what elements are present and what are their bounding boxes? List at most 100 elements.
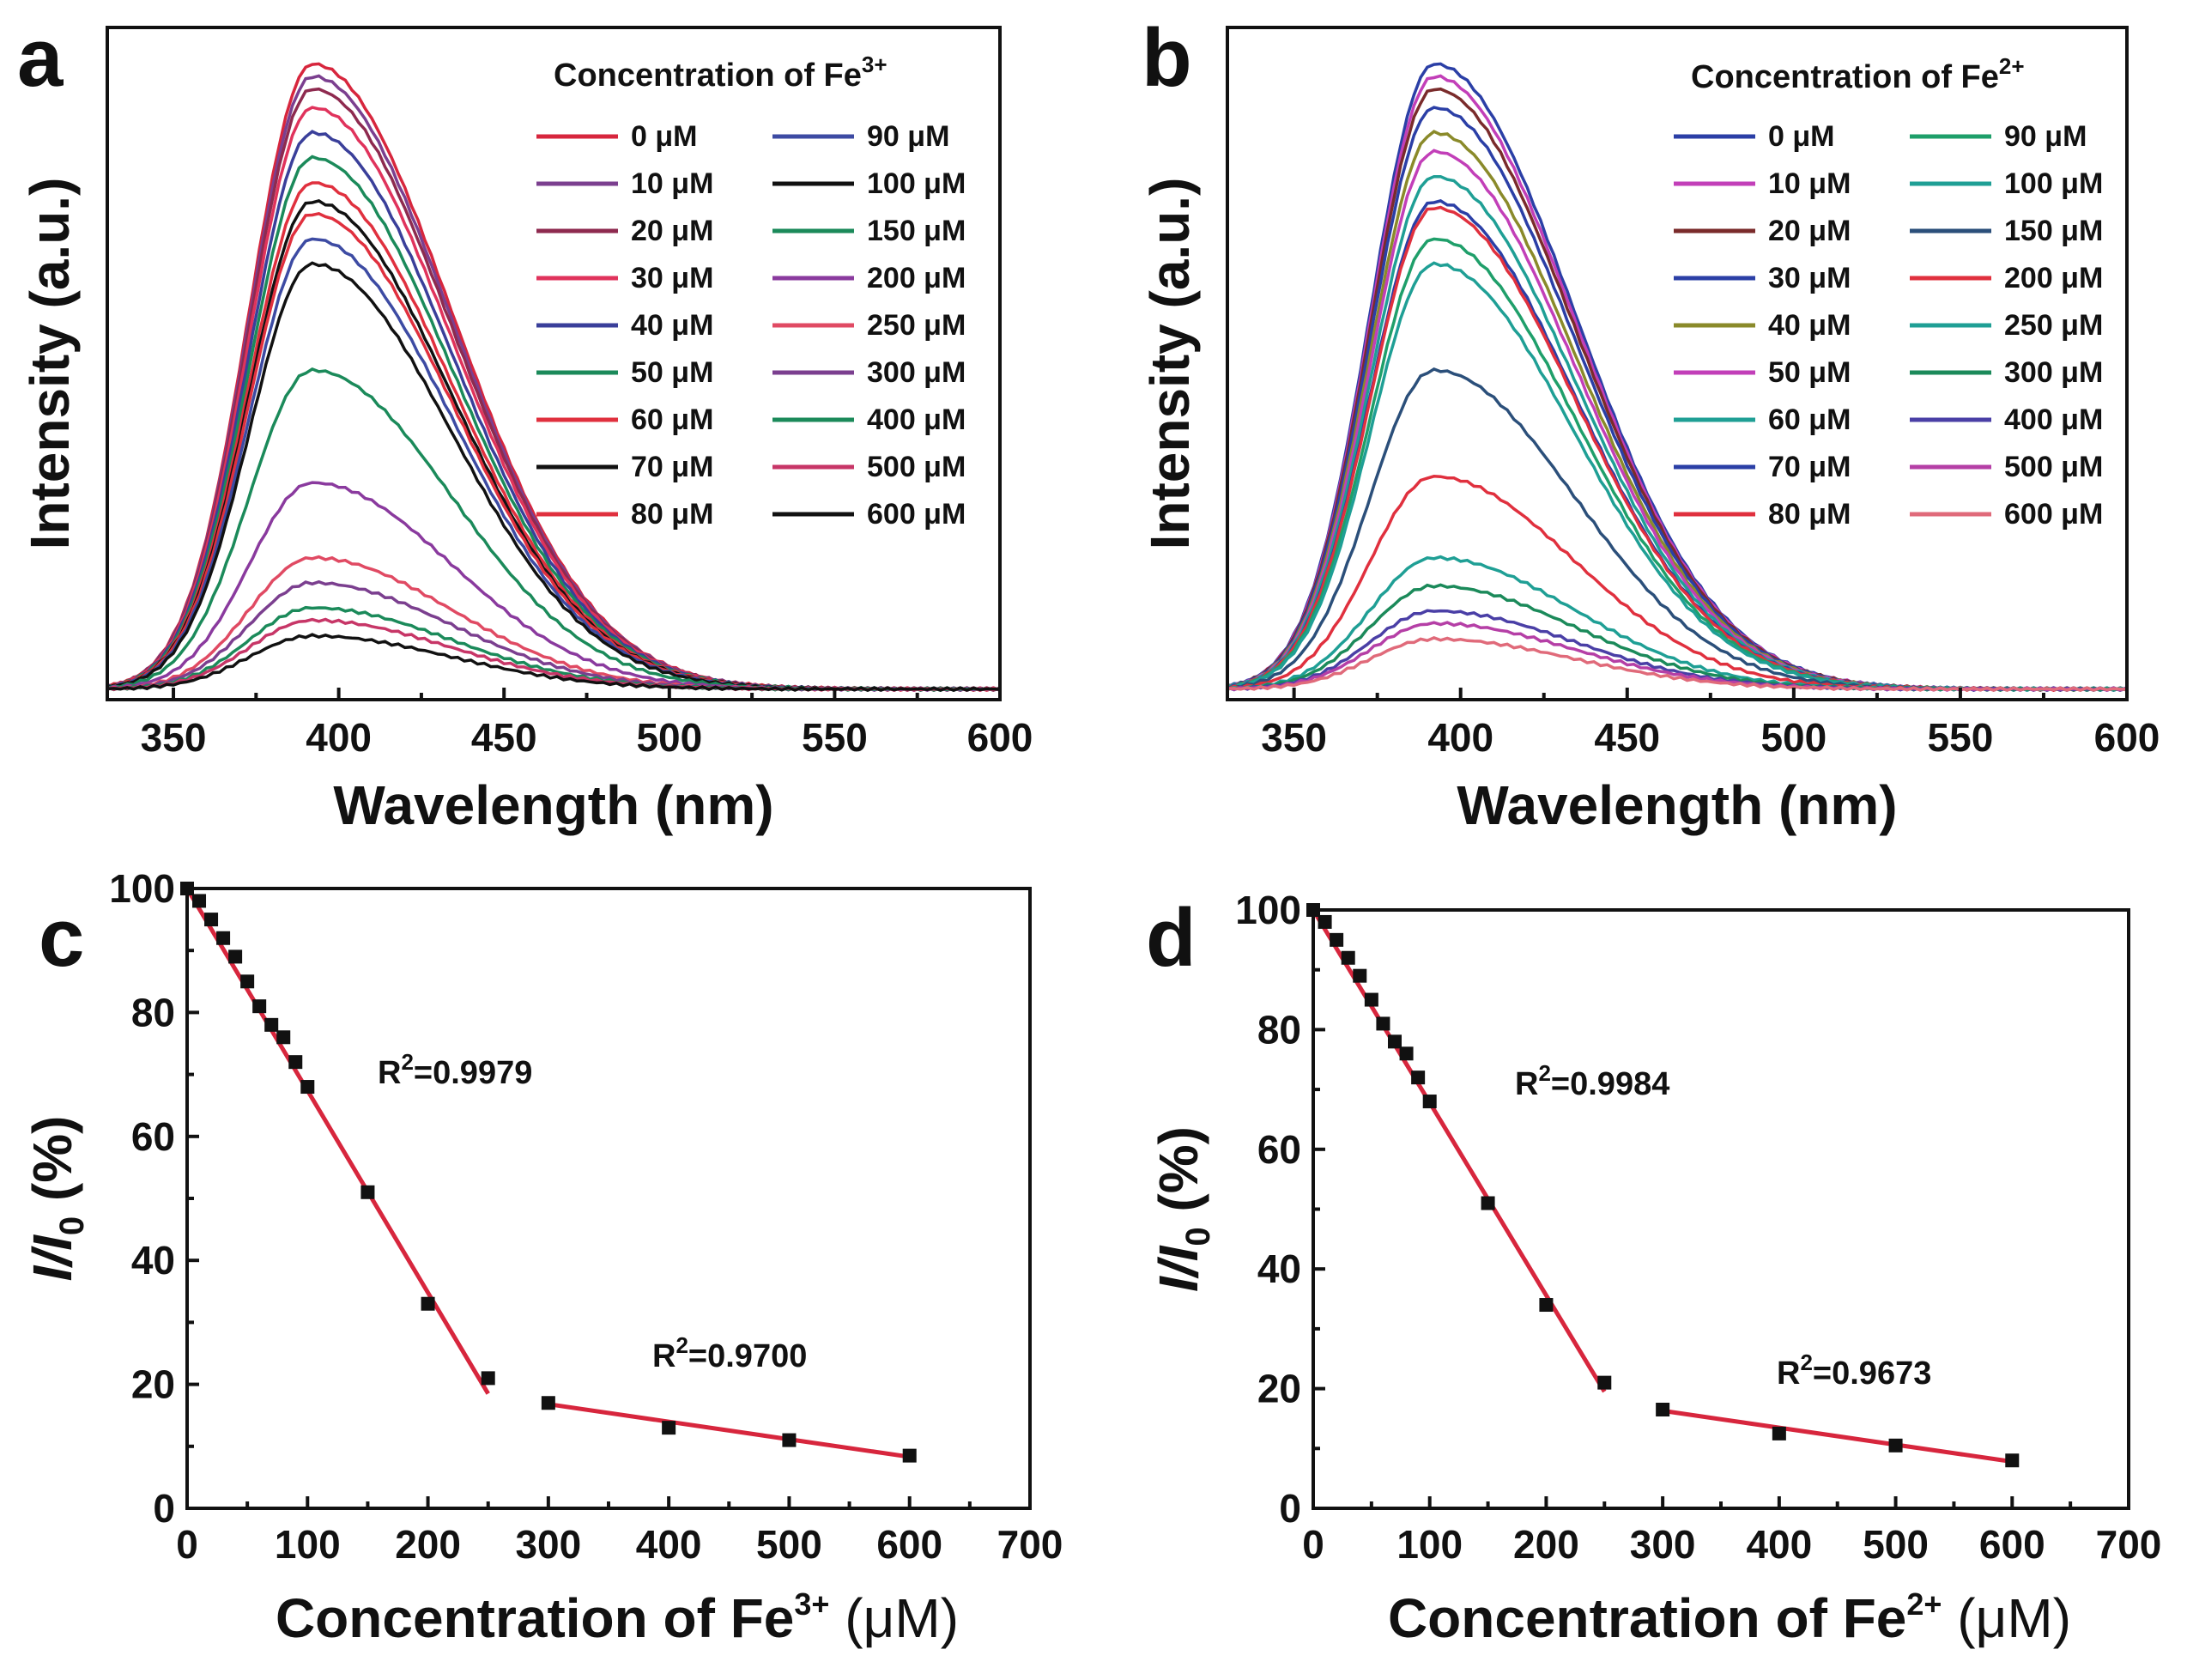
panel-letter: d xyxy=(1146,892,1196,984)
x-tick-label: 0 xyxy=(1302,1522,1324,1567)
r-squared-label: R2=0.9700 xyxy=(652,1332,807,1374)
data-point xyxy=(1353,968,1367,983)
legend-label: 150 μM xyxy=(867,215,966,247)
legend-title: Concentration of Fe2+ xyxy=(1691,53,2025,95)
y-tick-label: 0 xyxy=(153,1486,175,1531)
panel-c: c 0 100 200 300 400 500 600 700 0 20 40 60 80 100 R2=0.… xyxy=(21,866,1063,1649)
x-tick-label: 600 xyxy=(2094,715,2160,760)
legend-label: 90 μM xyxy=(867,120,949,153)
y-tick-label: 100 xyxy=(109,866,175,911)
y-axis-title: I/I0 (%) xyxy=(21,1116,91,1282)
legend-label: 20 μM xyxy=(631,215,713,247)
x-axis-title: Wavelength (nm) xyxy=(1457,774,1897,836)
x-tick-label: 600 xyxy=(1979,1522,2045,1567)
fit-line xyxy=(185,887,490,1395)
y-tick-label: 0 xyxy=(1279,1486,1301,1531)
legend-label: 0 μM xyxy=(1768,120,1834,153)
x-tick-label: 550 xyxy=(1928,715,1994,760)
fit-line xyxy=(1662,1408,2013,1465)
data-point xyxy=(1399,1046,1414,1061)
x-tick-label: 400 xyxy=(306,715,372,760)
legend-label: 30 μM xyxy=(631,262,713,294)
legend-label: 20 μM xyxy=(1768,215,1851,247)
data-point xyxy=(2005,1453,2020,1468)
legend-label: 70 μM xyxy=(1768,451,1851,483)
data-point xyxy=(1306,903,1320,917)
x-axis-title: Concentration of Fe2+ (μM) xyxy=(1388,1586,2071,1649)
legend-label: 10 μM xyxy=(631,167,713,200)
legend-label: 150 μM xyxy=(2004,215,2103,247)
legend-label: 250 μM xyxy=(2004,309,2103,342)
data-point xyxy=(1656,1402,1670,1416)
x-tick-label: 500 xyxy=(636,715,702,760)
legend-label: 40 μM xyxy=(1768,309,1851,342)
panel-letter: c xyxy=(39,892,84,984)
plot-frame xyxy=(1226,26,2129,701)
panel-b: b 350 400 450 500 550 600 Wavelength (nm) Intens… xyxy=(1139,12,2160,836)
data-point xyxy=(240,974,255,989)
spectrum-line xyxy=(106,617,1001,692)
panel-a: a 350 400 450 500 550 600 Wavelength (nm) Intens… xyxy=(17,12,1033,836)
y-tick-label: 80 xyxy=(131,990,175,1034)
x-tick-label: 350 xyxy=(141,715,207,760)
legend-label: 80 μM xyxy=(631,498,713,531)
panel-d: d 0 100 200 300 400 500 600 700 0 20 40 60 80 100 R2=0.… xyxy=(1146,888,2161,1649)
y-tick-label: 20 xyxy=(131,1362,175,1407)
y-axis-title: I/I0 (%) xyxy=(1148,1126,1217,1292)
data-point xyxy=(481,1371,495,1386)
data-point xyxy=(288,1055,303,1070)
x-tick-label: 400 xyxy=(1427,715,1493,760)
legend-label: 70 μM xyxy=(631,451,713,483)
y-tick-label: 60 xyxy=(1257,1127,1301,1172)
legend-label: 100 μM xyxy=(867,167,966,200)
x-tick-label: 0 xyxy=(176,1522,198,1567)
x-axis-title: Concentration of Fe3+ (μM) xyxy=(276,1586,959,1649)
x-tick-label: 500 xyxy=(756,1522,822,1567)
y-axis-title: Intensity (a.u.) xyxy=(19,178,81,550)
data-point xyxy=(1376,1016,1390,1031)
x-tick-label: 450 xyxy=(1594,715,1660,760)
data-point xyxy=(1330,932,1344,947)
r-squared-label: R2=0.9984 xyxy=(1515,1060,1669,1102)
data-point xyxy=(1481,1196,1495,1210)
spectrum-line xyxy=(1227,636,2128,692)
data-point xyxy=(902,1448,917,1463)
x-tick-label: 500 xyxy=(1863,1522,1929,1567)
fit-line xyxy=(548,1402,911,1459)
data-point xyxy=(1341,950,1355,965)
legend-label: 50 μM xyxy=(631,356,713,389)
legend-label: 10 μM xyxy=(1768,167,1851,200)
legend-label: 300 μM xyxy=(2004,356,2103,389)
x-tick-label: 300 xyxy=(515,1522,581,1567)
data-point xyxy=(1318,914,1332,929)
y-tick-label: 80 xyxy=(1257,1007,1301,1052)
x-tick-label: 600 xyxy=(967,715,1033,760)
x-tick-label: 100 xyxy=(275,1522,341,1567)
legend-label: 60 μM xyxy=(1768,403,1851,436)
data-point xyxy=(252,999,267,1014)
data-point xyxy=(662,1421,676,1435)
r-squared-label: R2=0.9673 xyxy=(1777,1349,1931,1392)
data-point xyxy=(300,1080,315,1095)
x-tick-label: 600 xyxy=(876,1522,942,1567)
legend-label: 40 μM xyxy=(631,309,713,342)
panel-letter: a xyxy=(17,12,64,104)
x-tick-label: 300 xyxy=(1630,1522,1696,1567)
legend-label: 30 μM xyxy=(1768,262,1851,294)
x-tick-label: 700 xyxy=(2096,1522,2162,1567)
y-tick-label: 60 xyxy=(131,1114,175,1159)
y-axis-title: Intensity (a.u.) xyxy=(1139,178,1201,550)
data-point xyxy=(192,894,207,908)
data-point xyxy=(360,1185,375,1199)
fit-line xyxy=(1311,908,1607,1393)
y-tick-label: 20 xyxy=(1257,1367,1301,1411)
legend-title: Concentration of Fe3+ xyxy=(554,52,888,94)
data-point xyxy=(421,1296,435,1311)
legend-label: 500 μM xyxy=(867,451,966,483)
data-point xyxy=(541,1396,555,1410)
data-point xyxy=(1388,1034,1402,1049)
spectrum-line xyxy=(1227,621,2128,692)
legend-label: 600 μM xyxy=(2004,498,2103,531)
legend-label: 80 μM xyxy=(1768,498,1851,531)
